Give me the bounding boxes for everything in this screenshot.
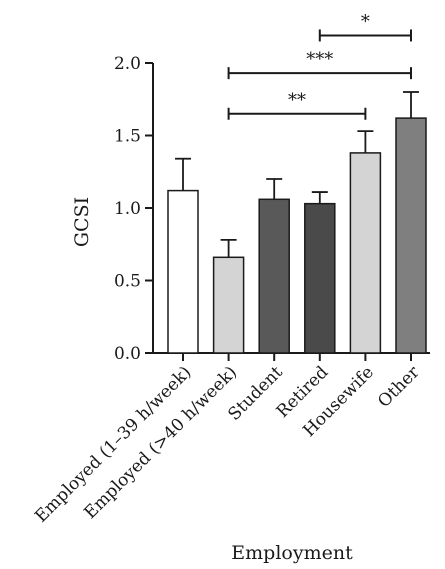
error-bars xyxy=(175,91,419,258)
bar xyxy=(349,152,382,354)
significance-brackets: ****** xyxy=(227,11,412,120)
bar xyxy=(304,202,336,354)
y-tick-label: 0.5 xyxy=(114,272,141,292)
bar xyxy=(212,256,245,354)
y-tick-label: 0.0 xyxy=(114,344,141,364)
x-axis-label: Employment xyxy=(231,542,353,564)
significance-label: ** xyxy=(288,90,306,111)
bar xyxy=(258,198,290,354)
x-axis: Employed (1–39 h/week)Employed (>40 h/we… xyxy=(31,352,430,527)
bars xyxy=(167,117,427,354)
x-tick-label: Other xyxy=(374,362,424,412)
significance-label: *** xyxy=(306,49,333,70)
y-axis-label: GCSI xyxy=(71,197,93,247)
y-tick-label: 1.5 xyxy=(114,127,141,147)
y-tick-label: 1.0 xyxy=(114,199,141,219)
bar xyxy=(167,189,199,354)
bar xyxy=(395,117,427,354)
y-axis: 0.0 0.5 1.0 1.5 2.0 xyxy=(114,54,154,364)
significance-label: * xyxy=(361,11,370,32)
y-tick-label: 2.0 xyxy=(114,54,141,74)
